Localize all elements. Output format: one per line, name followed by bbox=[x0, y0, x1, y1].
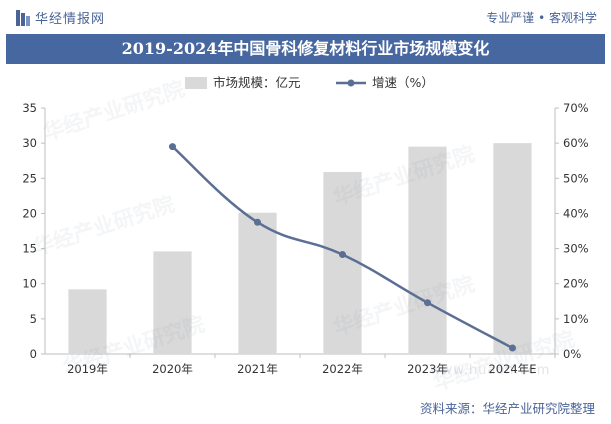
y-right-tick-label: 60% bbox=[563, 136, 589, 150]
growth-point bbox=[424, 299, 431, 307]
growth-point bbox=[254, 218, 261, 226]
x-tick-label: 2024年E bbox=[488, 362, 536, 376]
legend: 市场规模：亿元 增速（%） bbox=[185, 75, 434, 90]
source-note: 资料来源：华经产业研究院整理 bbox=[419, 401, 595, 416]
brand-logo-icon bbox=[16, 9, 30, 26]
x-tick-label: 2022年 bbox=[322, 362, 363, 376]
bar bbox=[153, 251, 192, 354]
legend-bar-label: 市场规模：亿元 bbox=[213, 75, 301, 90]
y-right-tick-label: 30% bbox=[563, 242, 589, 256]
y-right-tick-label: 70% bbox=[563, 101, 589, 115]
legend-line-label: 增速（%） bbox=[372, 75, 434, 90]
bar bbox=[323, 171, 362, 354]
growth-point bbox=[339, 251, 346, 259]
chart-title-bar: 2019-2024年中国骨科修复材料行业市场规模变化 bbox=[6, 34, 605, 64]
y-left-tick-label: 10 bbox=[22, 277, 37, 291]
y-right-tick-label: 10% bbox=[563, 312, 589, 326]
combo-chart: 市场规模：亿元 增速（%） 0 5 10 15 20 25 30 35 0% 10% 20% 30% 4… bbox=[22, 75, 588, 376]
chart-title: 2019-2024年中国骨科修复材料行业市场规模变化 bbox=[121, 39, 490, 58]
growth-point bbox=[509, 344, 516, 352]
plot-area: 0 5 10 15 20 25 30 35 0% 10% 20% 30% 40% 50% 60% 70% 201… bbox=[22, 101, 588, 376]
y-right-tick-label: 40% bbox=[563, 206, 589, 220]
y-left-tick-label: 0 bbox=[30, 347, 37, 361]
x-tick-label: 2020年 bbox=[152, 362, 193, 376]
bar bbox=[238, 212, 277, 354]
x-tick-label: 2023年 bbox=[407, 362, 448, 376]
y-left-tick-label: 20 bbox=[22, 206, 37, 220]
y-left-tick-label: 25 bbox=[22, 171, 37, 185]
y-right-tick-label: 20% bbox=[563, 277, 589, 291]
y-left-tick-label: 35 bbox=[22, 101, 37, 115]
y-left-tick-label: 15 bbox=[22, 242, 37, 256]
bar bbox=[408, 146, 447, 354]
y-right-tick-label: 0% bbox=[563, 347, 581, 361]
growth-point bbox=[169, 143, 176, 151]
bar bbox=[493, 143, 532, 354]
x-tick-label: 2021年 bbox=[237, 362, 278, 376]
legend-line-marker bbox=[347, 79, 355, 87]
brand-name: 华经情报网 bbox=[35, 12, 106, 27]
y-left-tick-label: 5 bbox=[30, 312, 37, 326]
y-right-tick-label: 50% bbox=[563, 171, 589, 185]
bar bbox=[68, 289, 107, 354]
y-left-tick-label: 30 bbox=[22, 136, 37, 150]
legend-bar-swatch bbox=[185, 77, 207, 89]
slogan: 专业严谨 • 客观科学 bbox=[486, 11, 597, 25]
x-tick-label: 2019年 bbox=[67, 362, 108, 376]
brand: 华经情报网 bbox=[16, 8, 105, 27]
top-bar: 华经情报网 专业严谨 • 客观科学 bbox=[0, 0, 611, 34]
